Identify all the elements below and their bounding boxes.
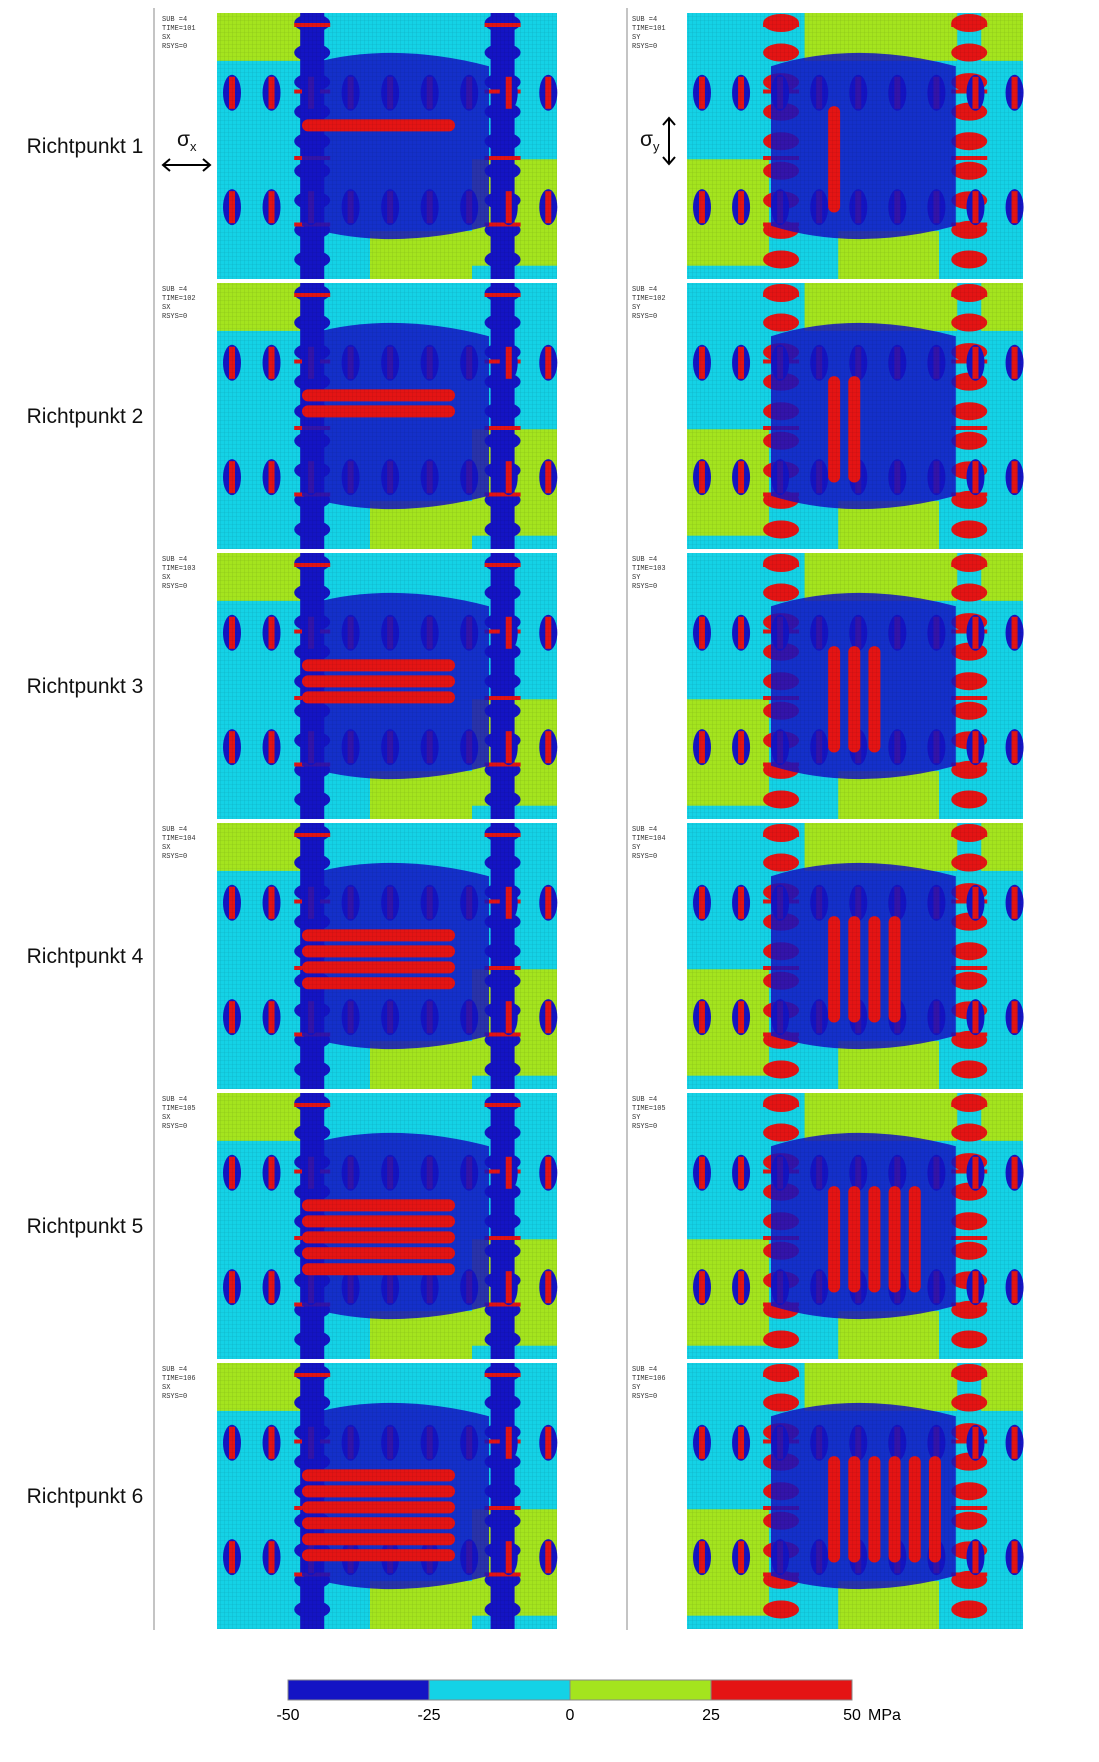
contour-plot: [687, 823, 1024, 1089]
plot-info: SX: [162, 1114, 171, 1122]
row-label: Richtpunkt 6: [27, 1485, 144, 1508]
plot-info: TIME=101: [162, 25, 196, 33]
plot-info: RSYS=0: [162, 43, 187, 51]
plot-info: SUB =4: [162, 556, 187, 564]
mesh: [687, 553, 1023, 819]
plot-info: SX: [162, 34, 171, 42]
plot-info: SUB =4: [632, 286, 657, 294]
plot-info: TIME=103: [632, 565, 666, 573]
plot-info: TIME=104: [162, 835, 196, 843]
plot-info: SUB =4: [162, 826, 187, 834]
mesh: [217, 283, 557, 549]
contour-plot: [217, 1363, 558, 1629]
mesh: [217, 553, 557, 819]
row-label: Richtpunkt 1: [27, 135, 144, 158]
contour-plot: [217, 823, 558, 1089]
colorbar-tick-label: 0: [566, 1707, 575, 1724]
contour-plot: [217, 1093, 558, 1359]
plot-info: SUB =4: [632, 1096, 657, 1104]
contour-plot: [687, 1093, 1024, 1359]
plot-info: SY: [632, 574, 641, 582]
mesh: [687, 13, 1023, 279]
colorbar-tick-label: 50: [843, 1707, 861, 1724]
plot-info: RSYS=0: [632, 583, 657, 591]
row-label: Richtpunkt 4: [27, 945, 144, 968]
plot-info: RSYS=0: [162, 853, 187, 861]
plot-info: TIME=102: [162, 295, 196, 303]
contour-plot: [217, 13, 558, 279]
contour-plot: [687, 1363, 1024, 1629]
plot-info: RSYS=0: [632, 1393, 657, 1401]
plot-info: RSYS=0: [162, 1393, 187, 1401]
plot-info: TIME=105: [632, 1105, 666, 1113]
subscript: y: [653, 139, 660, 154]
plot-info: SUB =4: [632, 16, 657, 24]
mesh: [217, 1363, 557, 1629]
contour-plot: [217, 283, 558, 549]
mesh: [687, 823, 1023, 1089]
contour-plot: [687, 13, 1024, 279]
colorbar-tick-label: -25: [417, 1707, 440, 1724]
plot-info: RSYS=0: [632, 853, 657, 861]
mesh: [217, 13, 557, 279]
plot-info: SX: [162, 1384, 171, 1392]
plot-info: SY: [632, 1384, 641, 1392]
plot-info: SY: [632, 844, 641, 852]
plot-info: SUB =4: [162, 16, 187, 24]
plot-info: TIME=105: [162, 1105, 196, 1113]
plot-info: TIME=101: [632, 25, 666, 33]
sigma: σ: [177, 128, 190, 151]
arrow: [662, 116, 676, 166]
arrow: [161, 158, 212, 172]
plot-info: SX: [162, 844, 171, 852]
plot-info: RSYS=0: [632, 1123, 657, 1131]
plot-info: SY: [632, 34, 641, 42]
colorbar-segment: [428, 1679, 571, 1701]
plot-info: TIME=106: [162, 1375, 196, 1383]
colorbar-unit: MPa: [868, 1707, 901, 1724]
sigma: σ: [640, 128, 653, 151]
plot-info: SUB =4: [162, 286, 187, 294]
plot-info: SUB =4: [632, 1366, 657, 1374]
plot-info: SUB =4: [162, 1096, 187, 1104]
plot-info: SX: [162, 304, 171, 312]
row-label: Richtpunkt 2: [27, 405, 144, 428]
plot-info: SX: [162, 574, 171, 582]
plot-info: SUB =4: [632, 826, 657, 834]
mesh: [687, 283, 1023, 549]
plot-info: TIME=104: [632, 835, 666, 843]
mesh: [217, 1093, 557, 1359]
plot-info: SY: [632, 304, 641, 312]
contour-plot: [217, 553, 558, 819]
colorbar-segment: [569, 1679, 712, 1701]
contour-plot: [687, 283, 1024, 549]
mesh: [217, 823, 557, 1089]
sigma-label: σx: [177, 128, 197, 154]
row-label: Richtpunkt 3: [27, 675, 144, 698]
plot-info: TIME=102: [632, 295, 666, 303]
plot-info: RSYS=0: [632, 43, 657, 51]
sigma-label: σy: [640, 128, 660, 154]
plot-info: TIME=106: [632, 1375, 666, 1383]
colorbar-segment: [287, 1679, 430, 1701]
plot-info: RSYS=0: [632, 313, 657, 321]
plot-info: TIME=103: [162, 565, 196, 573]
row-label: Richtpunkt 5: [27, 1215, 144, 1238]
subscript: x: [190, 139, 197, 154]
plot-info: SUB =4: [632, 556, 657, 564]
mesh: [687, 1093, 1023, 1359]
contour-plot: [687, 553, 1024, 819]
colorbar-segment: [710, 1679, 853, 1701]
plot-info: RSYS=0: [162, 1123, 187, 1131]
mesh: [687, 1363, 1023, 1629]
plot-info: RSYS=0: [162, 313, 187, 321]
colorbar-tick-label: 25: [702, 1707, 720, 1724]
plot-info: SY: [632, 1114, 641, 1122]
plot-info: RSYS=0: [162, 583, 187, 591]
plot-info: SUB =4: [162, 1366, 187, 1374]
colorbar-tick-label: -50: [276, 1707, 299, 1724]
